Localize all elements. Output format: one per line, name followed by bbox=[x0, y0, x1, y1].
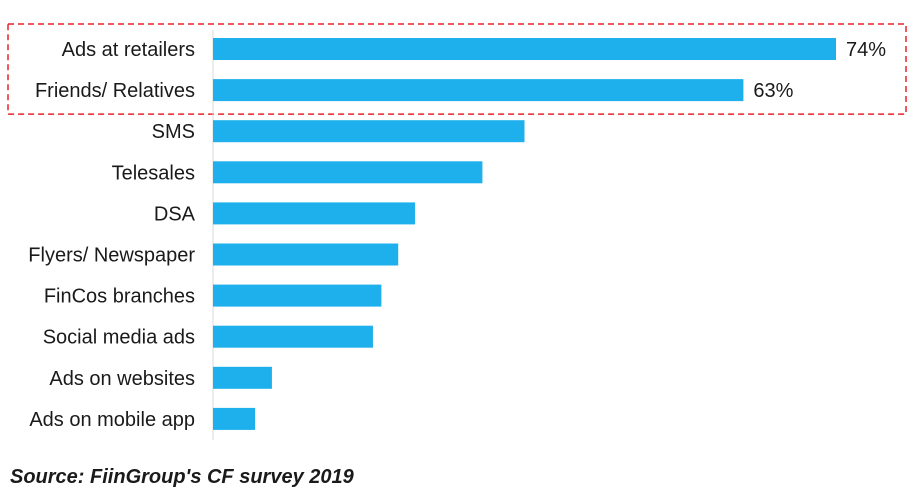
bars-group bbox=[213, 38, 836, 430]
category-label-ads-on-mobile-app: Ads on mobile app bbox=[29, 409, 195, 431]
highlight-box bbox=[7, 23, 907, 115]
bar-ads-at-retailers bbox=[213, 38, 836, 60]
bar-friends-relatives bbox=[213, 79, 744, 102]
bar-social-media-ads bbox=[213, 325, 373, 348]
source-note: Source: FiinGroup's CF survey 2019 bbox=[10, 466, 354, 488]
bar-telesales bbox=[213, 161, 483, 184]
category-label-ads-on-websites: Ads on websites bbox=[49, 368, 195, 390]
category-label-sms: SMS bbox=[152, 121, 195, 143]
bar-sms bbox=[213, 120, 525, 143]
category-label-fincos-branches: FinCos branches bbox=[44, 286, 195, 308]
highlight-box-layer bbox=[7, 23, 907, 115]
bar-ads-on-websites bbox=[213, 366, 272, 389]
category-label-flyers-newspaper: Flyers/ Newspaper bbox=[28, 245, 195, 267]
bar-dsa bbox=[213, 202, 416, 225]
category-label-social-media-ads: Social media ads bbox=[43, 327, 195, 349]
bar-ads-on-mobile-app bbox=[213, 407, 256, 430]
category-label-friends-relatives: Friends/ Relatives bbox=[35, 80, 195, 102]
value-label-friends-relatives: 63% bbox=[753, 80, 793, 102]
bar-fincos-branches bbox=[213, 284, 382, 307]
category-label-dsa: DSA bbox=[154, 203, 196, 225]
bar-flyers-newspaper bbox=[213, 243, 399, 266]
category-label-ads-at-retailers: Ads at retailers bbox=[62, 39, 195, 61]
value-labels-group: 74% 63% bbox=[753, 39, 886, 102]
category-labels-group: Ads at retailers Friends/ Relatives SMS Tel… bbox=[28, 39, 195, 431]
value-label-ads-at-retailers: 74% bbox=[846, 39, 886, 61]
category-label-telesales: Telesales bbox=[112, 162, 195, 184]
